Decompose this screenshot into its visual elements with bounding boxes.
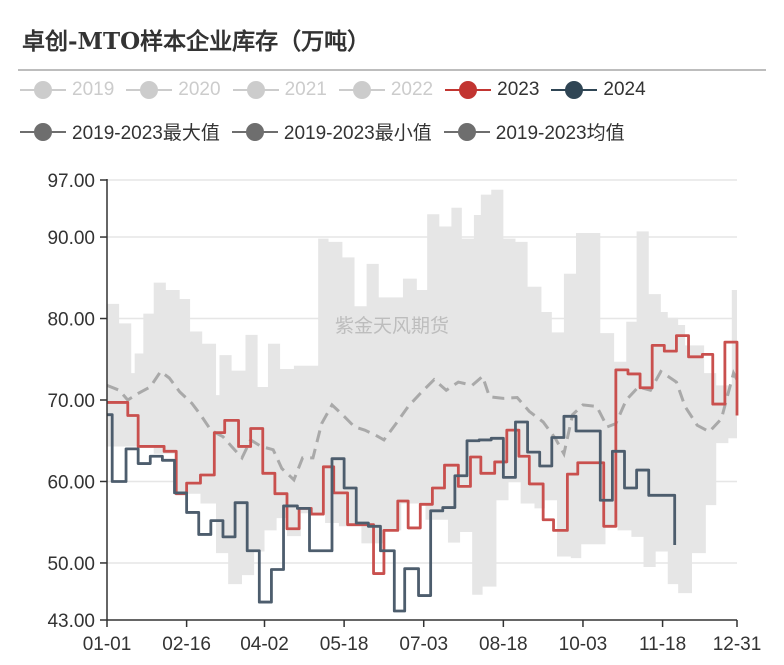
legend-item-2019[interactable]: 2019	[20, 79, 114, 101]
legend-marker-icon	[443, 122, 490, 142]
legend-item-2024[interactable]: 2024	[551, 79, 646, 101]
legend-marker-icon	[20, 122, 66, 142]
legend-marker-icon	[338, 80, 385, 100]
x-tick-label: 01-01	[83, 634, 132, 655]
legend-label: 2019-2023最小值	[283, 123, 432, 144]
chart-title: 卓创-MTO样本企业库存（万吨）	[22, 28, 371, 55]
legend-marker-icon	[126, 80, 173, 100]
range-band-max-min	[107, 189, 737, 595]
y-tick-label: 90.00	[47, 228, 95, 249]
legend-label: 2019-2023均值	[495, 123, 625, 144]
watermark: 紫金天风期货	[335, 315, 449, 337]
legend-row: 2019-2023最大值 2019-2023最小值 2019-2023均值	[20, 118, 637, 145]
legend-item-2020[interactable]: 2020	[126, 79, 221, 101]
y-tick-label: 97.00	[47, 171, 95, 192]
legend-item-2023[interactable]: 2023	[445, 79, 539, 101]
legend-label: 2023	[497, 79, 540, 100]
legend-label: 2021	[284, 79, 327, 100]
legend-marker-icon	[20, 80, 66, 100]
legend-item-2021[interactable]: 2021	[232, 79, 327, 101]
legend-item-2019-2023均值[interactable]: 2019-2023均值	[443, 118, 625, 145]
legend-label: 2019-2023最大值	[72, 123, 220, 144]
legend-label: 2024	[603, 79, 646, 100]
legend-item-2022[interactable]: 2022	[338, 79, 434, 101]
x-tick-label: 07-03	[399, 634, 448, 655]
y-tick-label: 43.00	[47, 611, 95, 632]
title-divider	[18, 69, 766, 71]
y-tick-label: 80.00	[47, 310, 95, 331]
x-tick-label: 10-03	[559, 634, 608, 655]
x-tick-label: 05-18	[320, 634, 369, 655]
series-line-2019-2023均值	[106, 369, 739, 483]
y-tick-label: 70.00	[47, 391, 95, 412]
x-tick-label: 04-02	[240, 634, 289, 655]
x-tick-label: 11-18	[639, 634, 686, 655]
legend-label: 2019	[72, 79, 115, 100]
legend-label: 2022	[390, 79, 434, 100]
y-tick-label: 50.00	[47, 554, 95, 575]
y-tick-label: 60.00	[47, 472, 95, 493]
x-tick-label: 12-31	[713, 634, 762, 655]
x-tick-label: 08-18	[479, 634, 528, 655]
legend-marker-icon	[232, 80, 279, 100]
legend-marker-icon	[445, 80, 492, 100]
series-line-2024	[107, 413, 677, 613]
series-line-2023	[107, 334, 739, 575]
legend-label: 2020	[178, 79, 221, 100]
x-tick-label: 02-16	[162, 634, 211, 655]
legend-marker-icon	[231, 122, 278, 142]
legend-marker-icon	[551, 80, 598, 100]
legend-item-2019-2023最大值[interactable]: 2019-2023最大值	[20, 118, 220, 145]
legend-row: 2019 2020 2021 2022 2023 2024	[20, 79, 658, 101]
legend-item-2019-2023最小值[interactable]: 2019-2023最小值	[231, 118, 432, 145]
